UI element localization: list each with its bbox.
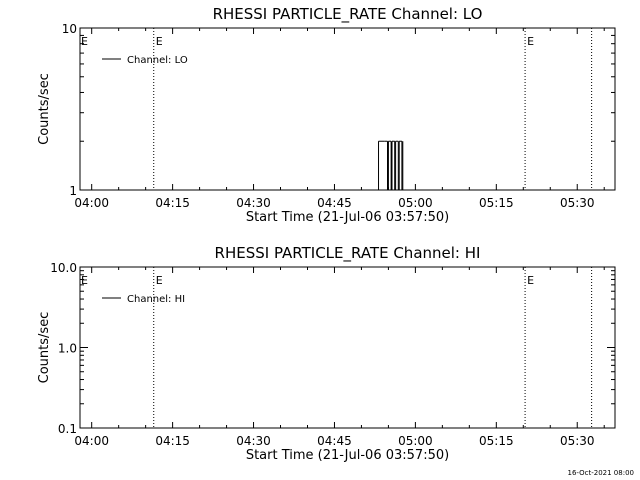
panel-2-legend-entry: Channel: HI <box>127 294 185 305</box>
panel-1-x-tick-label-6: 05:30 <box>560 196 595 210</box>
panel-2-start-marker-label: E <box>81 274 88 287</box>
panel-2-plot-frame <box>79 266 616 429</box>
panel-2-y-axis-label: Counts/sec <box>37 312 52 384</box>
panel-2-y-tick-label-1: 1.0 <box>58 342 77 356</box>
panel-2-x-tick-label-5: 05:15 <box>479 434 514 448</box>
panel-1-start-marker-label: E <box>81 35 88 48</box>
panel-1-x-tick-label-3: 04:45 <box>317 196 352 210</box>
panel-2-y-tick-label-2: 10.0 <box>50 261 77 275</box>
panel-1-y-tick-label-0: 1 <box>69 184 77 198</box>
panel-2-chart-title: RHESSI PARTICLE_RATE Channel: HI <box>215 244 481 263</box>
panel-2-x-tick-label-3: 04:45 <box>317 434 352 448</box>
panel-1-x-tick-label-1: 04:15 <box>155 196 190 210</box>
panel-1-plot-frame <box>79 27 616 191</box>
panel-1-event-marker-label-0: E <box>156 35 163 48</box>
panel-2-event-marker-label-0: E <box>156 274 163 287</box>
panel-1-y-tick-label-1: 10 <box>62 22 77 36</box>
panel-2-x-tick-label-4: 05:00 <box>398 434 433 448</box>
panel-1-x-tick-label-2: 04:30 <box>236 196 271 210</box>
panel-1-chart-title: RHESSI PARTICLE_RATE Channel: LO <box>213 5 483 24</box>
panel-2-event-marker-label-1: E <box>527 274 534 287</box>
panel-1-x-tick-label-4: 05:00 <box>398 196 433 210</box>
panel-2-x-tick-label-2: 04:30 <box>236 434 271 448</box>
panel-1-x-axis-label: Start Time (21-Jul-06 03:57:50) <box>246 210 449 225</box>
panel-1-legend-entry: Channel: LO <box>127 55 188 66</box>
panel-2-x-tick-label-0: 04:00 <box>74 434 109 448</box>
panel-1-x-tick-label-0: 04:00 <box>74 196 109 210</box>
panel-1-event-marker-label-1: E <box>527 35 534 48</box>
panel-2-x-tick-label-1: 04:15 <box>155 434 190 448</box>
panel-1-y-axis-label: Counts/sec <box>37 73 52 145</box>
panel-2-x-axis-label: Start Time (21-Jul-06 03:57:50) <box>246 448 449 463</box>
panel-1-x-tick-label-5: 05:15 <box>479 196 514 210</box>
panel-2-y-tick-label-0: 0.1 <box>58 422 77 436</box>
generation-timestamp: 16-Oct-2021 08:00 <box>567 469 634 477</box>
panel-2-x-tick-label-6: 05:30 <box>560 434 595 448</box>
